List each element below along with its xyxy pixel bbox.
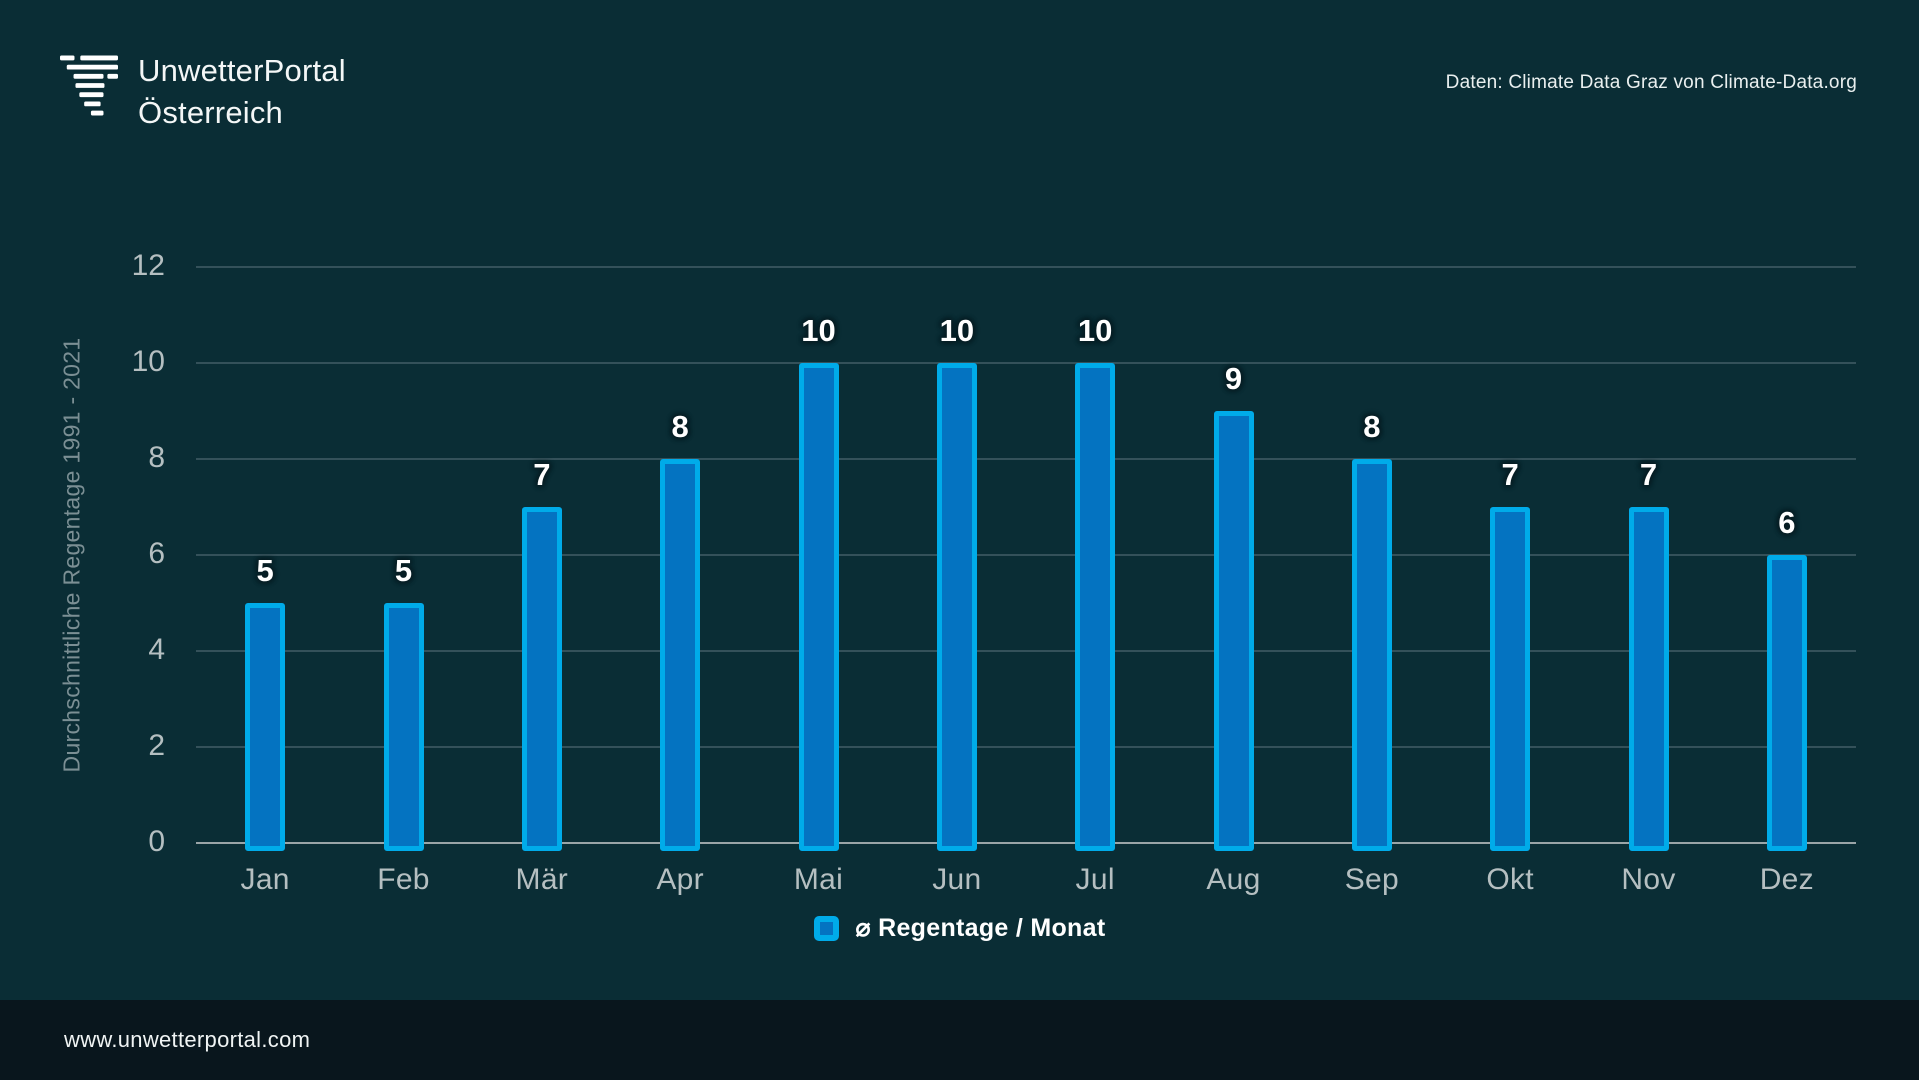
gridline <box>196 650 1856 652</box>
y-tick-label: 2 <box>148 729 165 762</box>
y-tick-label: 0 <box>148 825 165 858</box>
y-tick-label: 8 <box>148 441 165 474</box>
bar-jan <box>245 603 286 851</box>
x-tick-label: Nov <box>1621 863 1676 896</box>
bar-value-label: 8 <box>671 409 689 444</box>
bar-apr <box>660 459 701 851</box>
logo-title-line2: Österreich <box>138 95 283 130</box>
x-axis-line <box>196 842 1856 844</box>
bar-aug <box>1213 411 1254 851</box>
bar-mär <box>521 507 562 851</box>
x-tick-label: Mai <box>793 863 844 896</box>
x-tick-label: Feb <box>377 863 430 896</box>
chart-legend: ⌀ Regentage / Monat <box>0 913 1919 943</box>
x-tick-label: Okt <box>1486 863 1534 896</box>
legend-label: ⌀ Regentage / Monat <box>855 914 1106 942</box>
tornado-logo-icon <box>60 55 118 116</box>
bar-value-label: 10 <box>801 313 836 348</box>
bar-feb <box>383 603 424 851</box>
bar-dez <box>1766 555 1807 851</box>
x-tick-label: Dez <box>1759 863 1814 896</box>
x-tick-label: Sep <box>1344 863 1399 896</box>
bar-value-label: 7 <box>1639 457 1658 492</box>
footer-url: www.unwetterportal.com <box>64 1027 311 1052</box>
y-tick-label: 10 <box>131 345 165 378</box>
x-tick-label: Apr <box>656 863 704 896</box>
gridline <box>196 266 1856 268</box>
y-tick-label: 4 <box>148 633 165 666</box>
bar-value-label: 10 <box>939 313 975 348</box>
bar-value-label: 6 <box>1778 505 1796 540</box>
bar-value-label: 5 <box>256 553 274 588</box>
bar-mai <box>798 363 839 851</box>
x-tick-label: Jan <box>240 863 290 896</box>
gridline <box>196 746 1856 748</box>
x-tick-label: Jul <box>1075 863 1115 896</box>
logo: UnwetterPortal Österreich <box>60 50 346 134</box>
legend-swatch <box>813 915 839 941</box>
bar-jul <box>1075 363 1116 851</box>
footer-bar: www.unwetterportal.com <box>0 1000 1919 1080</box>
bar-nov <box>1628 507 1669 851</box>
bar-value-label: 7 <box>533 457 551 492</box>
data-source-note: Daten: Climate Data Graz von Climate-Dat… <box>1445 72 1857 93</box>
x-tick-label: Jun <box>932 863 982 896</box>
y-tick-label: 6 <box>148 537 165 570</box>
bar-value-label: 5 <box>394 553 413 588</box>
y-tick-label: 12 <box>131 249 165 282</box>
logo-title-line1: UnwetterPortal <box>138 53 346 88</box>
gridline <box>196 458 1856 460</box>
x-tick-label: Mär <box>515 863 569 896</box>
plot-area: 0 2 4 6 8 10 12 5 5 7 8 10 10 10 9 8 7 7 6 <box>132 249 1856 858</box>
bar-value-label: 7 <box>1501 457 1519 492</box>
x-tick-label: Aug <box>1206 863 1261 896</box>
gridline <box>196 362 1856 364</box>
gridline <box>196 554 1856 556</box>
logo-title: UnwetterPortal Österreich <box>138 50 346 134</box>
bar-sep <box>1351 459 1392 851</box>
bar-okt <box>1490 507 1531 851</box>
bar-jun <box>936 363 977 851</box>
bar-value-label: 8 <box>1363 409 1381 444</box>
bar-value-label: 10 <box>1077 313 1113 348</box>
bar-value-label: 9 <box>1224 361 1243 396</box>
